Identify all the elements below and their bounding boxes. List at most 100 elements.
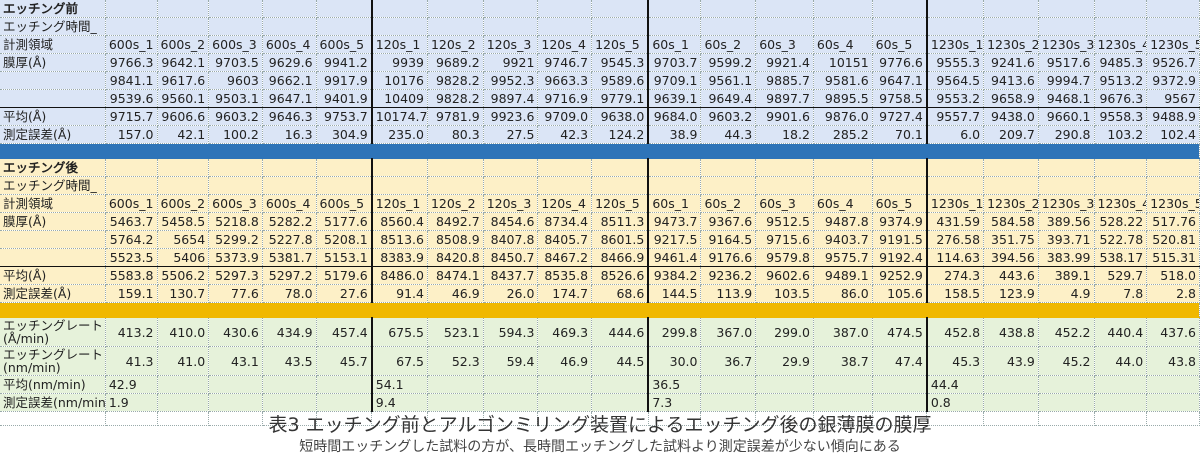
empty-cell	[591, 158, 650, 177]
err-cell: 68.6	[591, 284, 650, 303]
after-thickness-row: 5523.5 5406 5373.9 5381.7 5153.1 8383.9 8420.8…	[0, 248, 1200, 267]
empty-cell	[483, 17, 539, 36]
thickness-cell: 5523.5	[105, 248, 158, 267]
rate-err-row: 測定誤差(nm/min) 1.9 9.4 7.3 0.8	[0, 393, 1200, 412]
empty-cell	[1094, 375, 1148, 394]
empty-cell	[157, 17, 210, 36]
column-header: 60s_3	[755, 35, 814, 54]
rate-err-row-value: 0.8	[926, 393, 985, 412]
avg-cell: 8526.6	[591, 266, 650, 285]
err-cell: 38.9	[648, 125, 702, 144]
rate-nm-cell: 47.4	[872, 346, 928, 376]
after-thickness-row: 膜厚(Å) 5463.7 5458.5 5218.8 5282.2 5177.6 8560.…	[0, 212, 1200, 231]
thickness-cell: 5282.2	[262, 212, 317, 231]
thickness-cell: 114.63	[926, 248, 985, 267]
thickness-cell: 8405.7	[537, 230, 593, 249]
thickness-cell: 9662.1	[262, 71, 317, 90]
err-cell: 103.2	[1094, 125, 1148, 144]
empty-cell	[755, 411, 814, 426]
empty-cell	[648, 17, 702, 36]
thickness-cell: 9649.4	[700, 89, 757, 108]
empty-cell	[483, 158, 539, 177]
column-header: 120s_5	[591, 194, 650, 213]
err-cell: 80.3	[427, 125, 484, 144]
empty-cell	[1094, 176, 1148, 195]
rate-err-row-value: 1.9	[105, 393, 158, 412]
empty-cell	[591, 393, 650, 412]
rate-angstrom-cell: 299.0	[755, 317, 814, 347]
thickness-cell: 9374.9	[872, 212, 928, 231]
rate-nm-cell: 67.5	[371, 346, 428, 376]
err-cell: 105.6	[872, 284, 928, 303]
column-header: 1230s_2	[983, 35, 1039, 54]
thickness-cell: 9191.5	[872, 230, 928, 249]
after-err-label: 測定誤差(Å)	[0, 284, 106, 303]
avg-cell: 9603.2	[208, 107, 263, 126]
column-header: 600s_1	[105, 194, 158, 213]
avg-cell: 9606.6	[157, 107, 210, 126]
thickness-cell: 9676.3	[1094, 89, 1148, 108]
err-cell: 18.2	[755, 125, 814, 144]
thickness-cell: 584.58	[983, 212, 1039, 231]
err-cell: 46.9	[427, 284, 484, 303]
avg-cell: 9727.4	[872, 107, 928, 126]
empty-cell	[813, 393, 873, 412]
thickness-cell: 9539.6	[105, 89, 158, 108]
err-cell: 290.8	[1038, 125, 1095, 144]
rate-nm-row-label: エッチングレート (nm/min)	[0, 346, 106, 376]
thickness-cell: 10151	[813, 53, 873, 72]
empty-cell	[157, 411, 210, 426]
empty-cell	[872, 176, 928, 195]
empty-cell	[700, 375, 757, 394]
err-cell: 27.5	[483, 125, 539, 144]
thickness-cell: 5153.1	[316, 248, 373, 267]
after-thickness-label: 膜厚(Å)	[0, 212, 106, 231]
empty-cell	[105, 176, 158, 195]
thickness-cell: 9461.4	[648, 248, 702, 267]
column-header: 600s_4	[262, 35, 317, 54]
empty-cell	[755, 375, 814, 394]
row-label-empty	[0, 230, 106, 249]
thickness-cell: 383.99	[1038, 248, 1095, 267]
rate-angstrom-cell: 434.9	[262, 317, 317, 347]
avg-cell: 9638.0	[591, 107, 650, 126]
empty-cell	[316, 375, 373, 394]
rate-angstrom-row-label: エッチングレート (Å/min)	[0, 317, 106, 347]
err-cell: 209.7	[983, 125, 1039, 144]
column-header: 600s_2	[157, 35, 210, 54]
thickness-cell: 9895.5	[813, 89, 873, 108]
err-cell: 158.5	[926, 284, 985, 303]
thickness-cell: 9758.5	[872, 89, 928, 108]
empty-cell	[872, 411, 928, 426]
avg-cell: 5297.3	[208, 266, 263, 285]
thickness-cell: 9629.6	[262, 53, 317, 72]
empty-cell	[1094, 158, 1148, 177]
empty-cell	[157, 393, 210, 412]
empty-cell	[983, 411, 1039, 426]
column-header: 120s_3	[483, 194, 539, 213]
thickness-cell: 9517.6	[1038, 53, 1095, 72]
avg-cell: 9489.1	[813, 266, 873, 285]
empty-cell	[1038, 375, 1095, 394]
column-header: 60s_4	[813, 194, 873, 213]
empty-cell	[983, 17, 1039, 36]
column-header: 1230s_3	[1038, 194, 1095, 213]
rate-nm-cell: 30.0	[648, 346, 702, 376]
rate-nm-cell: 38.7	[813, 346, 873, 376]
thickness-cell: 9776.6	[872, 53, 928, 72]
rate-nm-row-label-line2: (nm/min)	[3, 360, 61, 375]
before-region-label: 計測領域	[0, 35, 106, 54]
column-header: 60s_2	[700, 35, 757, 54]
avg-cell: 518.0	[1146, 266, 1200, 285]
thickness-cell: 9647.1	[262, 89, 317, 108]
empty-cell	[700, 393, 757, 412]
rate-angstrom-cell: 437.6	[1146, 317, 1200, 347]
empty-cell	[591, 176, 650, 195]
empty-cell	[1038, 158, 1095, 177]
empty-cell	[316, 393, 373, 412]
rate-avg-row-label: 平均(nm/min)	[0, 375, 106, 394]
avg-cell: 9923.6	[483, 107, 539, 126]
err-cell: 157.0	[105, 125, 158, 144]
thickness-cell: 8511.3	[591, 212, 650, 231]
thickness-cell: 8601.5	[591, 230, 650, 249]
